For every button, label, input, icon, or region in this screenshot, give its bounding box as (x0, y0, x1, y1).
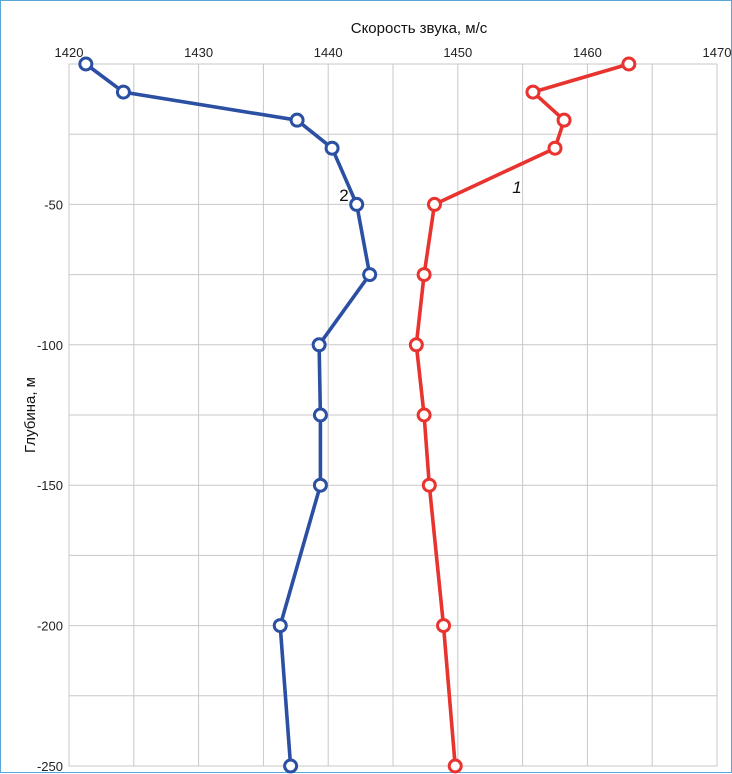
series-2-point (349, 196, 365, 212)
series-2-point (289, 112, 305, 128)
y-tick-label: -250 (37, 759, 63, 774)
grid (68, 63, 718, 767)
series-2-point (115, 84, 131, 100)
y-tick-label: -50 (44, 197, 63, 212)
x-axis-title: Скорость звука, м/с (351, 20, 488, 37)
series-1-point (426, 196, 442, 212)
series-1-point (416, 267, 432, 283)
series-1 (408, 56, 637, 774)
x-tick-labels: 1420 1430 1440 1450 1460 1470 (55, 45, 732, 60)
x-tick-label: 1430 (184, 45, 213, 60)
y-tick-label: -150 (37, 478, 63, 493)
series-1-point (556, 112, 572, 128)
series-2 (78, 56, 378, 774)
series-1-point (525, 84, 541, 100)
series-2-point (312, 477, 328, 493)
y-tick-label: -100 (37, 338, 63, 353)
x-tick-label: 1460 (573, 45, 602, 60)
series-1-point (421, 477, 437, 493)
x-tick-label: 1440 (314, 45, 343, 60)
series-2-point (78, 56, 94, 72)
series-2-point (283, 758, 299, 774)
y-axis-title: Глубина, м (22, 377, 39, 453)
series-1-point (547, 140, 563, 156)
y-tick-label: -200 (37, 619, 63, 634)
series-1-point (436, 618, 452, 634)
series-2-point (311, 337, 327, 353)
x-tick-label: 1420 (55, 45, 84, 60)
x-tick-label: 1470 (703, 45, 732, 60)
series-2-point (312, 407, 328, 423)
series-1-point (621, 56, 637, 72)
series-2-label: 2 (339, 186, 348, 205)
series-1-point (416, 407, 432, 423)
series-2-point (362, 267, 378, 283)
series-2-point (324, 140, 340, 156)
series-group (78, 56, 637, 774)
series-1-label: 1 (512, 178, 521, 197)
series-1-point (447, 758, 463, 774)
y-tick-labels: -50 -100 -150 -200 -250 (37, 197, 63, 774)
series-1-point (408, 337, 424, 353)
x-tick-label: 1450 (443, 45, 472, 60)
series-2-point (272, 618, 288, 634)
